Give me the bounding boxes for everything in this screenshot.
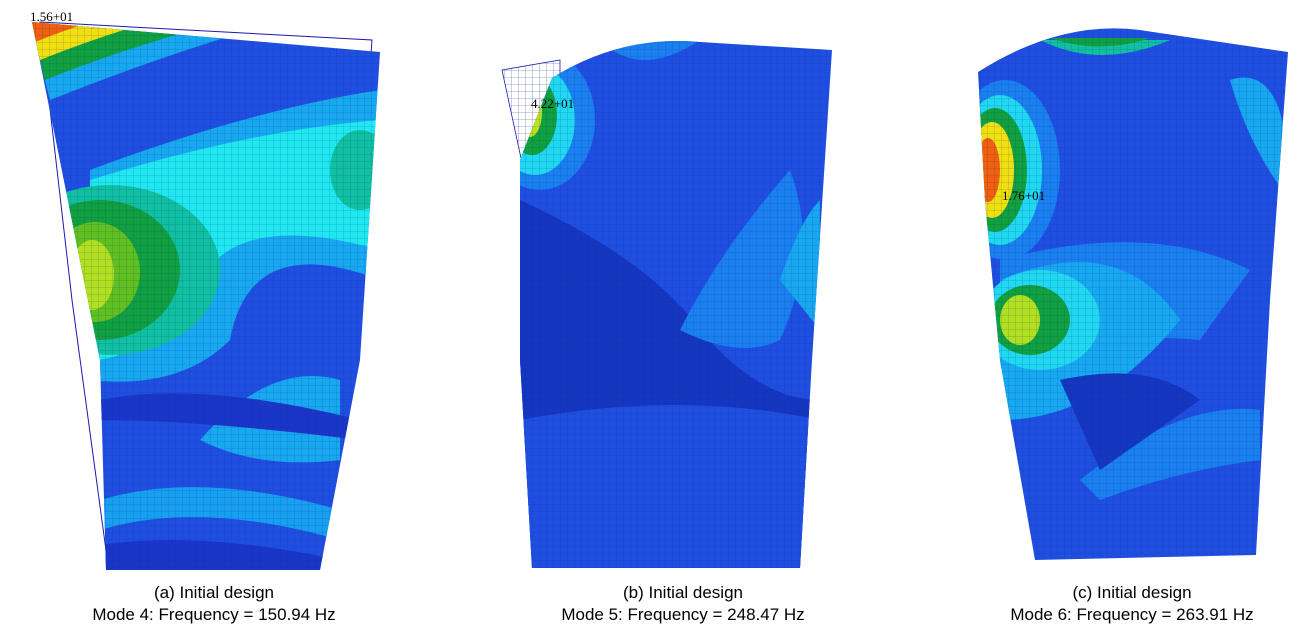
peak-label: 1.76+01 <box>1002 188 1045 203</box>
caption: (a) Initial design <box>154 583 274 602</box>
figure: 1.56+01 4.22+01 <box>0 0 1299 644</box>
mode-shape-c: 1.76+01 <box>950 0 1299 600</box>
caption: (b) Initial design <box>623 583 743 602</box>
caption: (c) Initial design <box>1072 583 1191 602</box>
mode-frequency: Mode 6: Frequency = 263.91 Hz <box>1010 605 1253 624</box>
mode-shape-a: 1.56+01 <box>0 0 420 600</box>
mode-shape-b: 4.22+01 <box>480 0 860 600</box>
peak-label: 1.56+01 <box>30 9 73 24</box>
peak-label: 4.22+01 <box>531 96 574 111</box>
mode-frequency: Mode 5: Frequency = 248.47 Hz <box>561 605 804 624</box>
mode-frequency: Mode 4: Frequency = 150.94 Hz <box>92 605 335 624</box>
